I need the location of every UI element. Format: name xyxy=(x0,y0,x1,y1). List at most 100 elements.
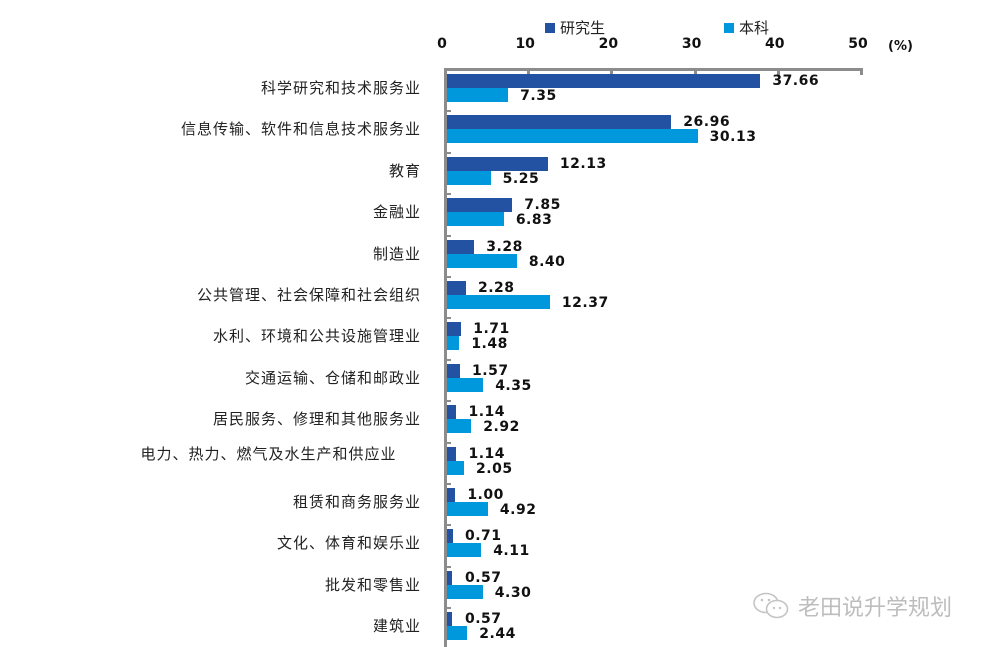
value-label-graduate: 0.71 xyxy=(465,528,502,545)
value-label-undergrad: 7.35 xyxy=(520,88,557,104)
value-label-graduate: 37.66 xyxy=(772,73,820,89)
bar-undergrad xyxy=(447,170,491,185)
bar-graduate xyxy=(447,156,548,171)
bar-graduate xyxy=(447,363,461,378)
y-tick-mark xyxy=(444,565,451,568)
y-tick-mark xyxy=(444,276,451,278)
bar-undergrad xyxy=(447,377,484,392)
legend-label-undergrad: 本科 xyxy=(739,19,770,37)
x-tick-mark xyxy=(693,68,697,75)
y-tick-mark xyxy=(444,358,451,361)
wechat-icon xyxy=(752,591,792,621)
value-label-graduate: 3.28 xyxy=(486,238,523,255)
x-tick-label: 30 xyxy=(681,36,702,52)
x-tick-label: 20 xyxy=(598,36,619,52)
x-tick-label: 0 xyxy=(437,36,447,52)
category-label: 租赁和商务服务业 xyxy=(292,493,421,511)
category-label: 居民服务、修理和其他服务业 xyxy=(212,410,421,429)
bar-graduate xyxy=(447,529,453,544)
category-label: 制造业 xyxy=(372,244,421,263)
y-tick-mark xyxy=(444,524,451,527)
value-label-undergrad: 4.35 xyxy=(495,377,532,394)
x-tick-mark xyxy=(776,68,780,75)
value-label-undergrad: 30.13 xyxy=(709,129,757,146)
x-tick-mark xyxy=(610,68,614,75)
bar-undergrad xyxy=(447,626,468,641)
bar-graduate xyxy=(447,612,452,627)
watermark-text: 老田说升学规划 xyxy=(798,596,953,621)
bar-undergrad xyxy=(447,460,465,475)
bar-graduate xyxy=(447,74,761,88)
bar-graduate xyxy=(447,239,475,254)
watermark: 老田说升学规划 xyxy=(752,590,952,622)
value-label-graduate: 1.71 xyxy=(473,321,510,338)
value-label-graduate: 1.00 xyxy=(467,487,504,503)
bar-undergrad xyxy=(447,88,509,102)
category-label: 水利、环境和公共设施管理业 xyxy=(212,327,421,346)
x-tick-label: 40 xyxy=(765,36,785,52)
bar-undergrad xyxy=(447,543,482,558)
value-label-graduate: 7.85 xyxy=(524,197,561,214)
x-tick-mark xyxy=(527,68,531,75)
bar-graduate xyxy=(447,322,462,337)
bar-graduate xyxy=(447,488,456,502)
value-label-graduate: 26.96 xyxy=(683,114,731,131)
bar-graduate xyxy=(447,115,672,130)
value-label-undergrad: 4.11 xyxy=(493,543,530,560)
bar-undergrad xyxy=(447,129,698,144)
bar-graduate xyxy=(447,281,466,295)
x-tick-mark xyxy=(860,68,863,75)
value-label-undergrad: 2.44 xyxy=(479,626,516,643)
y-tick-mark xyxy=(444,483,451,485)
category-label: 科学研究和技术服务业 xyxy=(260,79,421,97)
value-label-undergrad: 2.05 xyxy=(476,460,513,477)
category-label: 批发和零售业 xyxy=(324,575,421,594)
value-label-undergrad: 2.92 xyxy=(483,419,520,436)
bar-graduate xyxy=(447,405,457,420)
category-label: 交通运输、仓储和邮政业 xyxy=(244,368,421,387)
legend-item-graduate: 研究生 xyxy=(545,17,605,38)
category-label: 文化、体育和娱乐业 xyxy=(276,534,421,553)
legend-item-undergrad: 本科 xyxy=(724,17,769,38)
bar-undergrad xyxy=(447,295,550,309)
category-label: 教育 xyxy=(388,161,421,180)
category-label: 电力、热力、燃气及水生产和供应业 xyxy=(140,444,397,463)
y-tick-mark xyxy=(444,234,451,237)
value-label-graduate: 0.57 xyxy=(465,569,502,586)
category-label: 信息传输、软件和信息技术服务业 xyxy=(180,120,421,139)
value-label-graduate: 12.13 xyxy=(559,155,607,172)
category-label: 金融业 xyxy=(372,203,421,222)
legend-swatch-graduate xyxy=(545,22,555,33)
x-axis-unit: (%) xyxy=(888,39,913,54)
value-label-graduate: 1.14 xyxy=(468,404,506,421)
bar-graduate xyxy=(447,570,452,585)
bar-undergrad xyxy=(447,419,472,434)
x-axis-line xyxy=(444,68,863,71)
x-tick-label: 10 xyxy=(515,36,535,52)
y-tick-mark xyxy=(444,441,451,444)
y-tick-mark xyxy=(444,400,451,403)
value-label-undergrad: 4.92 xyxy=(499,502,537,518)
legend-swatch-undergrad xyxy=(724,22,734,33)
y-tick-mark xyxy=(444,193,451,196)
value-label-undergrad: 4.30 xyxy=(494,584,532,601)
category-label: 建筑业 xyxy=(372,617,421,636)
value-label-graduate: 2.28 xyxy=(477,280,515,296)
bar-undergrad xyxy=(447,336,460,351)
category-label: 公共管理、社会保障和社会组织 xyxy=(196,286,421,304)
bar-undergrad xyxy=(447,212,504,227)
value-label-undergrad: 1.48 xyxy=(471,336,508,353)
bar-undergrad xyxy=(447,502,488,516)
y-tick-mark xyxy=(444,110,451,113)
value-label-undergrad: 12.37 xyxy=(561,295,609,311)
value-label-graduate: 1.14 xyxy=(468,445,506,462)
bar-undergrad xyxy=(447,584,483,599)
y-tick-mark xyxy=(444,151,451,154)
legend-label-graduate: 研究生 xyxy=(560,19,606,37)
y-tick-mark xyxy=(444,317,451,320)
value-label-undergrad: 5.25 xyxy=(502,170,540,187)
bar-graduate xyxy=(447,446,457,461)
bar-undergrad xyxy=(447,253,517,268)
value-label-graduate: 1.57 xyxy=(472,362,509,379)
value-label-graduate: 0.57 xyxy=(465,611,502,628)
